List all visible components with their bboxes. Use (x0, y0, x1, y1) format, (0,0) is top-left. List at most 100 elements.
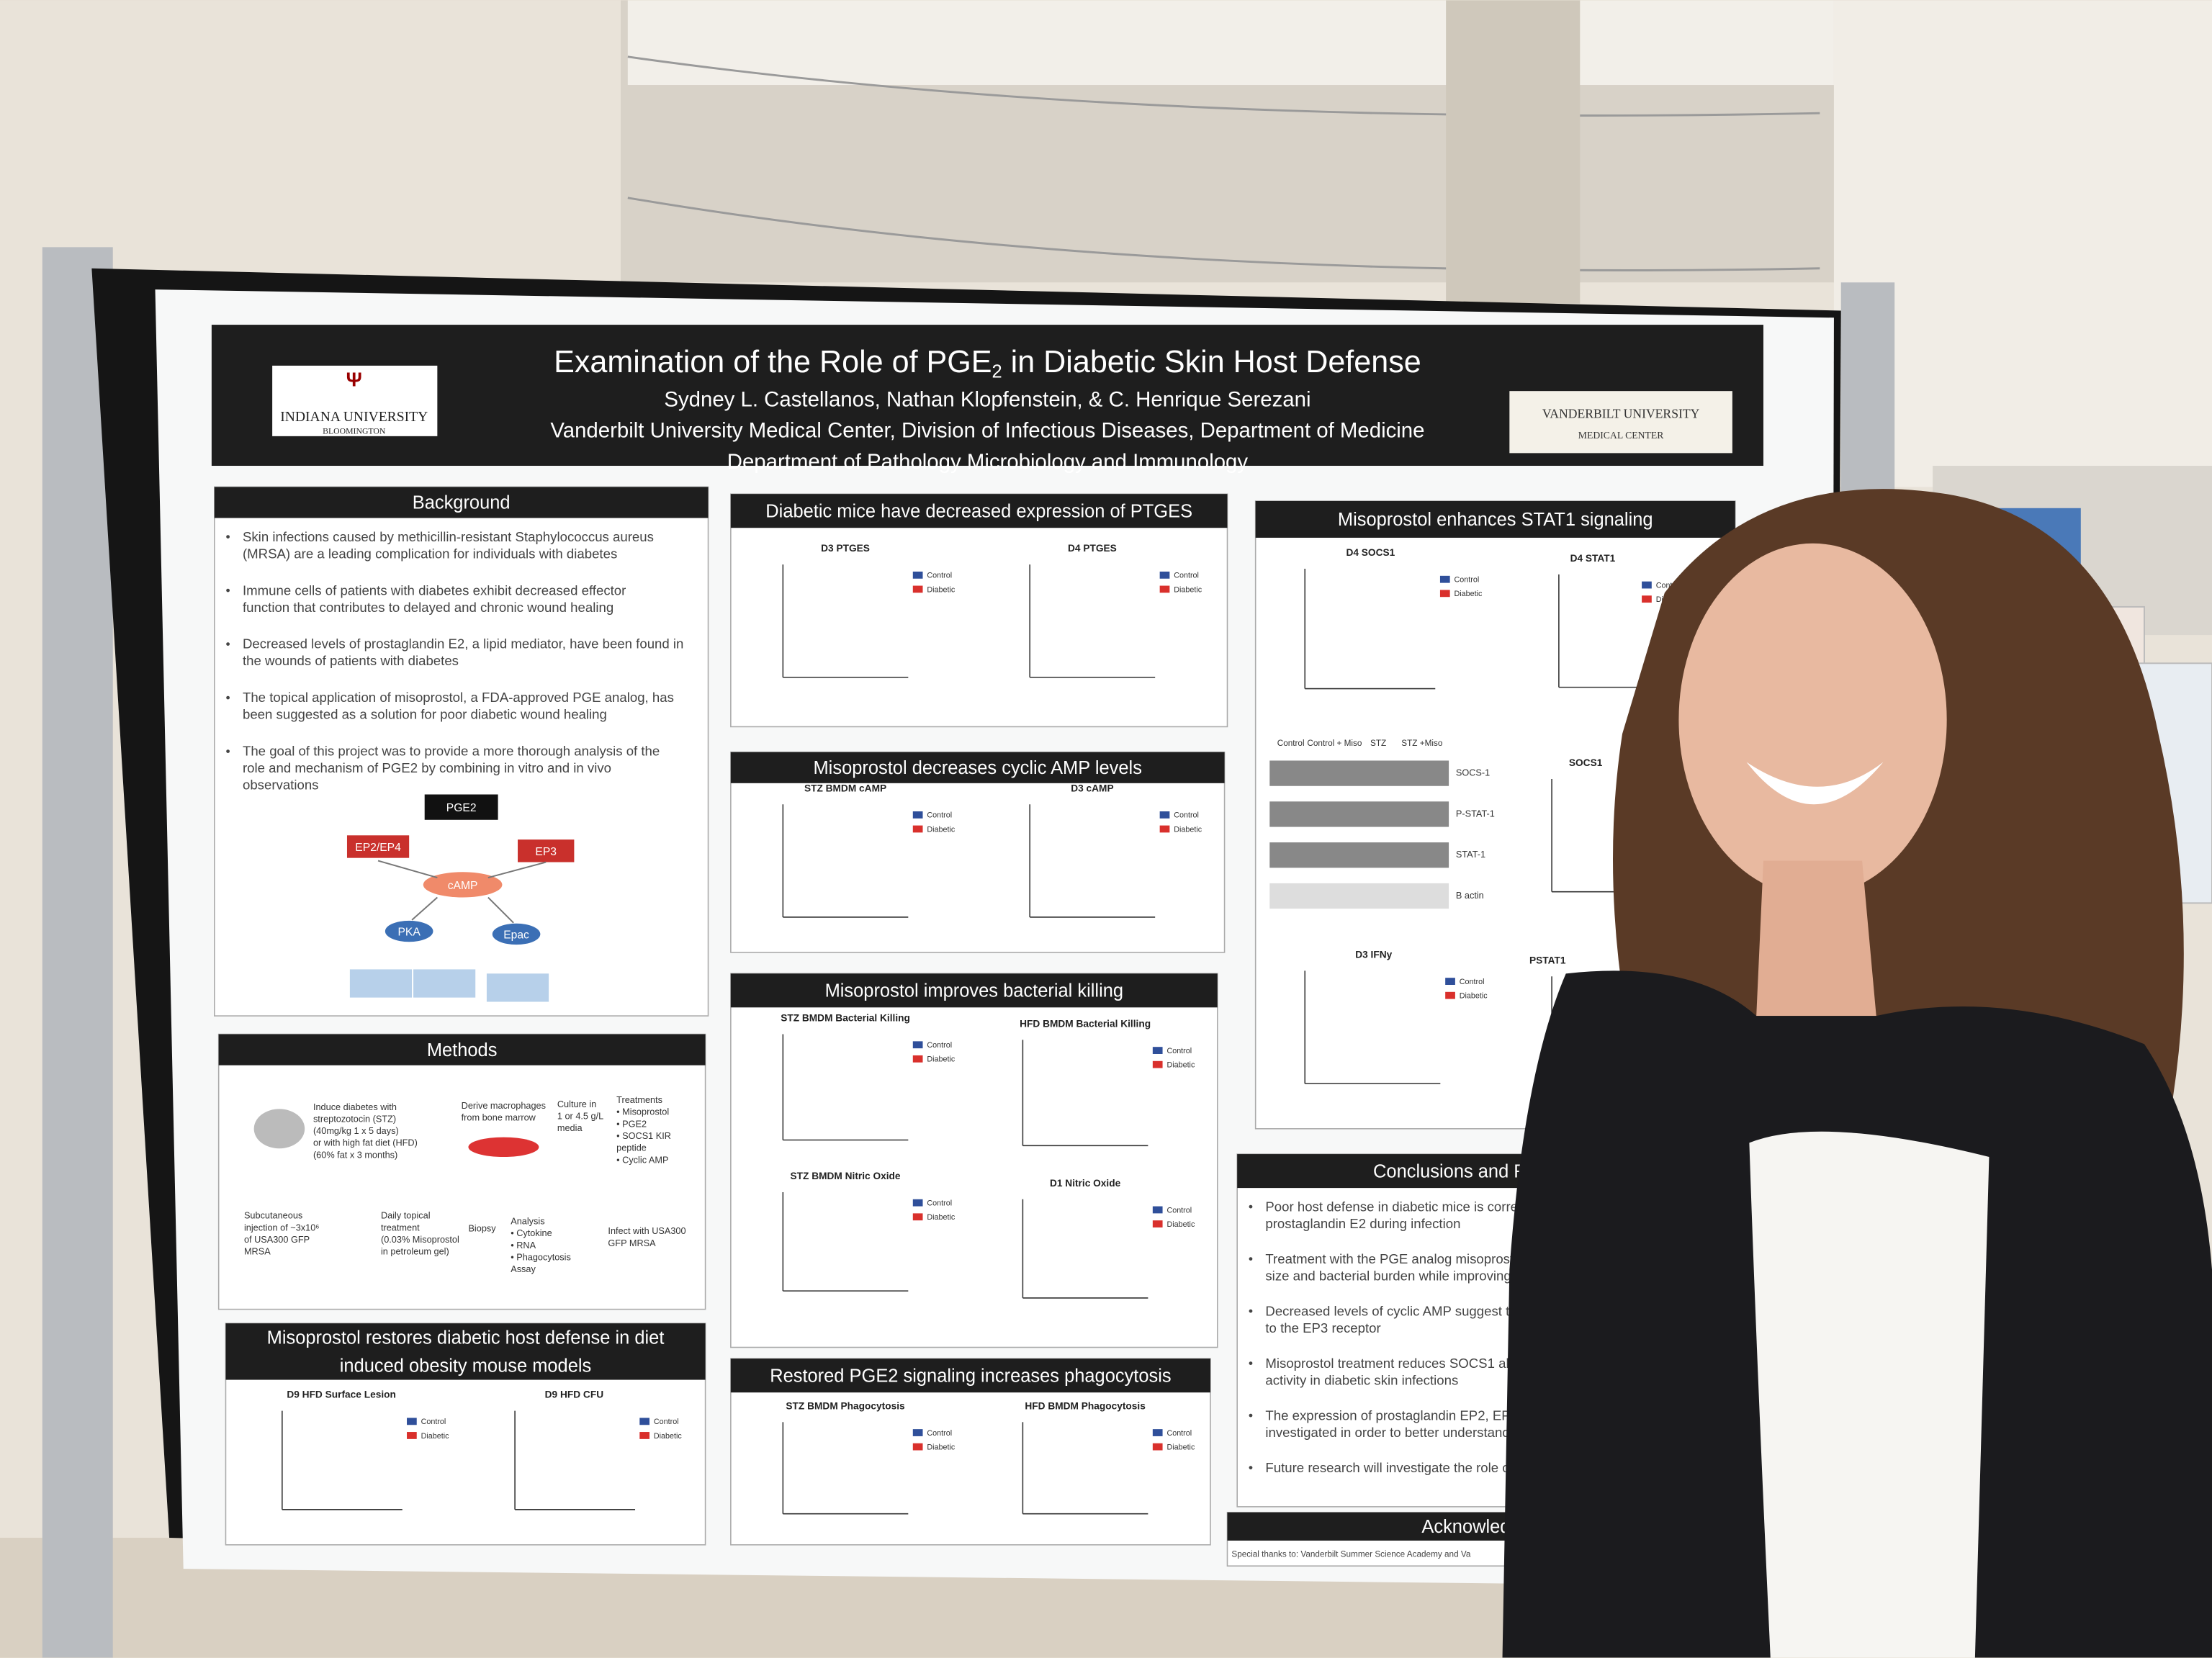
legend-label: Diabetic (1455, 590, 1483, 598)
legend-label: Control (1174, 811, 1199, 820)
legend-label: Diabetic (1166, 1220, 1195, 1229)
section-panel (730, 493, 1228, 728)
logo-right (1509, 391, 1732, 454)
method-text: MRSA (244, 1246, 271, 1257)
legend-swatch (1159, 811, 1170, 819)
person (1502, 489, 2212, 1658)
bullet-dot: • (225, 744, 230, 758)
blot-column-label: Control (1277, 739, 1305, 748)
legend-label: Control (927, 1199, 952, 1208)
legend-swatch (1159, 571, 1170, 579)
affiliation: Department of Pathology Microbiology and… (727, 450, 1249, 474)
bullet-text: size and bacterial burden while improvin… (1265, 1268, 1511, 1283)
legend-swatch (1642, 581, 1652, 589)
blouse (1749, 1131, 1990, 1658)
logo-text: MEDICAL CENTER (1578, 430, 1664, 441)
legend-label: Diabetic (927, 825, 956, 834)
bullet-text: Decreased levels of prostaglandin E2, a … (243, 636, 683, 652)
pathway-arrow (411, 896, 438, 921)
chart-title: STZ BMDM Nitric Oxide (791, 1171, 901, 1181)
chart-title: HFD BMDM Bacterial Killing (1020, 1018, 1151, 1029)
wall-right (1833, 0, 2212, 487)
blot-row-label: B actin (1456, 890, 1484, 901)
bullet-dot: • (1249, 1199, 1253, 1214)
legend-label: Control (1166, 1047, 1192, 1055)
bullet-text: Special thanks to: Vanderbilt Summer Sci… (1231, 1550, 1470, 1559)
section-heading: Misoprostol restores diabetic host defen… (267, 1328, 665, 1348)
section-heading-bar (730, 1359, 1210, 1393)
legend-label: Diabetic (927, 585, 956, 594)
ceiling (627, 0, 1834, 86)
blot-column-label: Control + Miso (1307, 739, 1362, 748)
chart-title: D9 HFD Surface Lesion (287, 1389, 396, 1400)
logo-text: BLOOMINGTON (323, 427, 386, 436)
logo-text: INDIANA UNIVERSITY (280, 410, 428, 425)
pole-right (1840, 282, 1895, 495)
bullet-text: activity in diabetic skin infections (1265, 1372, 1458, 1387)
legend-label: Diabetic (421, 1432, 450, 1441)
pathway-arrow (487, 861, 547, 879)
section-heading-bar (730, 752, 1225, 783)
method-text: media (557, 1122, 583, 1133)
legend-swatch (1439, 590, 1450, 598)
bullet-dot: • (1249, 1408, 1253, 1423)
pathway-label: EP3 (535, 846, 557, 858)
method-text: (0.03% Misoprostol (381, 1234, 459, 1245)
legend-swatch (912, 585, 923, 593)
section-panel (730, 973, 1218, 1348)
bullet-text: to the EP3 receptor (1265, 1320, 1380, 1335)
section-heading: Diabetic mice have decreased expression … (765, 501, 1192, 521)
method-text: Daily topical (381, 1210, 431, 1221)
legend-label: Control (1174, 572, 1199, 580)
legend-swatch (1152, 1443, 1163, 1451)
method-text: • Cytokine (511, 1227, 552, 1238)
method-text: injection of ~3x10⁶ (244, 1222, 320, 1233)
pillar (1446, 0, 1581, 304)
smile (1746, 762, 1884, 805)
section-heading-bar (214, 487, 709, 518)
method-text: treatment (381, 1222, 420, 1233)
bullet-text: Immune cells of patients with diabetes e… (243, 582, 626, 598)
legend-label: Diabetic (1460, 992, 1488, 1001)
bullet-text: Misoprostol treatment reduces SOCS1 abu (1265, 1356, 1521, 1371)
railing (627, 55, 1820, 271)
chart-title: D4 STAT1 (1570, 553, 1616, 564)
blot-band (1269, 842, 1449, 868)
chart-title: SOCS1 (1569, 757, 1603, 768)
bullet-dot: • (225, 690, 230, 705)
bullet-text: (MRSA) are a leading complication for in… (243, 546, 617, 561)
chart-title: PSTAT1 (1529, 955, 1566, 965)
method-text: • Misoprostol (616, 1107, 669, 1117)
pathway-arrow (487, 896, 514, 924)
method-text: • Cyclic AMP (616, 1154, 668, 1165)
chart-title: STZ BMDM Bacterial Killing (781, 1013, 910, 1024)
bullet-dot: • (1249, 1252, 1253, 1266)
method-text: from bone marrow (462, 1112, 536, 1122)
legend-swatch (1152, 1220, 1163, 1227)
legend-label: Diabetic (1166, 1061, 1195, 1070)
chart-title: STZ BMDM cAMP (804, 783, 886, 793)
method-text: peptide (616, 1143, 647, 1153)
blot-band (1269, 801, 1449, 827)
legend-swatch (912, 811, 923, 819)
blot-column-label: STZ +Miso (1401, 739, 1443, 748)
bullet-dot: • (225, 583, 230, 598)
method-text: Subcutaneous (244, 1210, 302, 1221)
bullet-text: The topical application of misoprostol, … (243, 690, 674, 705)
section-heading-bar (225, 1323, 706, 1380)
pathway-label: EP2/EP4 (355, 842, 401, 854)
logo-text: VANDERBILT UNIVERSITY (1542, 407, 1700, 421)
legend-label: Diabetic (1174, 825, 1202, 834)
pathway-node (385, 920, 433, 942)
mouse (253, 1109, 305, 1149)
logo-left (272, 365, 438, 436)
method-text: or with high fat diet (HFD) (313, 1137, 418, 1148)
bullet-text: Decreased levels of cyclic AMP suggest t… (1265, 1303, 1524, 1318)
bullet-text: Skin infections caused by methicillin-re… (243, 529, 654, 544)
method-text: (40mg/kg 1 x 5 days) (313, 1125, 399, 1136)
pathway-output (486, 973, 549, 1002)
section-heading: Methods (427, 1040, 498, 1060)
pathway-node (492, 923, 541, 945)
section-heading-bar (1255, 500, 1735, 538)
